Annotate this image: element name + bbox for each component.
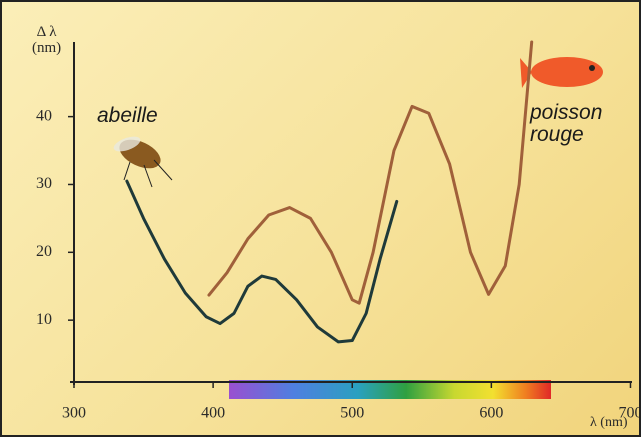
y-tick-label: 30 — [36, 175, 52, 192]
y-tick-label: 40 — [36, 107, 52, 124]
y-tick-label: 20 — [36, 243, 52, 260]
series-label: poisson rouge — [530, 102, 610, 146]
fish-icon — [520, 57, 603, 88]
x-tick-label: 300 — [62, 405, 86, 422]
bee-icon — [112, 134, 172, 187]
series-label: abeille — [97, 105, 187, 127]
series-line — [209, 42, 532, 303]
y-tick-label: 10 — [36, 311, 52, 328]
y-axis-label: Δ λ (nm) — [32, 24, 61, 56]
chart: 30040050060070010203040 — [2, 2, 641, 437]
x-tick-label: 600 — [479, 405, 503, 422]
x-axis-label: λ (nm) — [590, 415, 628, 431]
figure: 30040050060070010203040 Δ λ (nm) λ (nm) … — [0, 0, 641, 437]
x-tick-label: 500 — [340, 405, 364, 422]
series-line — [127, 181, 397, 342]
x-tick-label: 400 — [201, 405, 225, 422]
